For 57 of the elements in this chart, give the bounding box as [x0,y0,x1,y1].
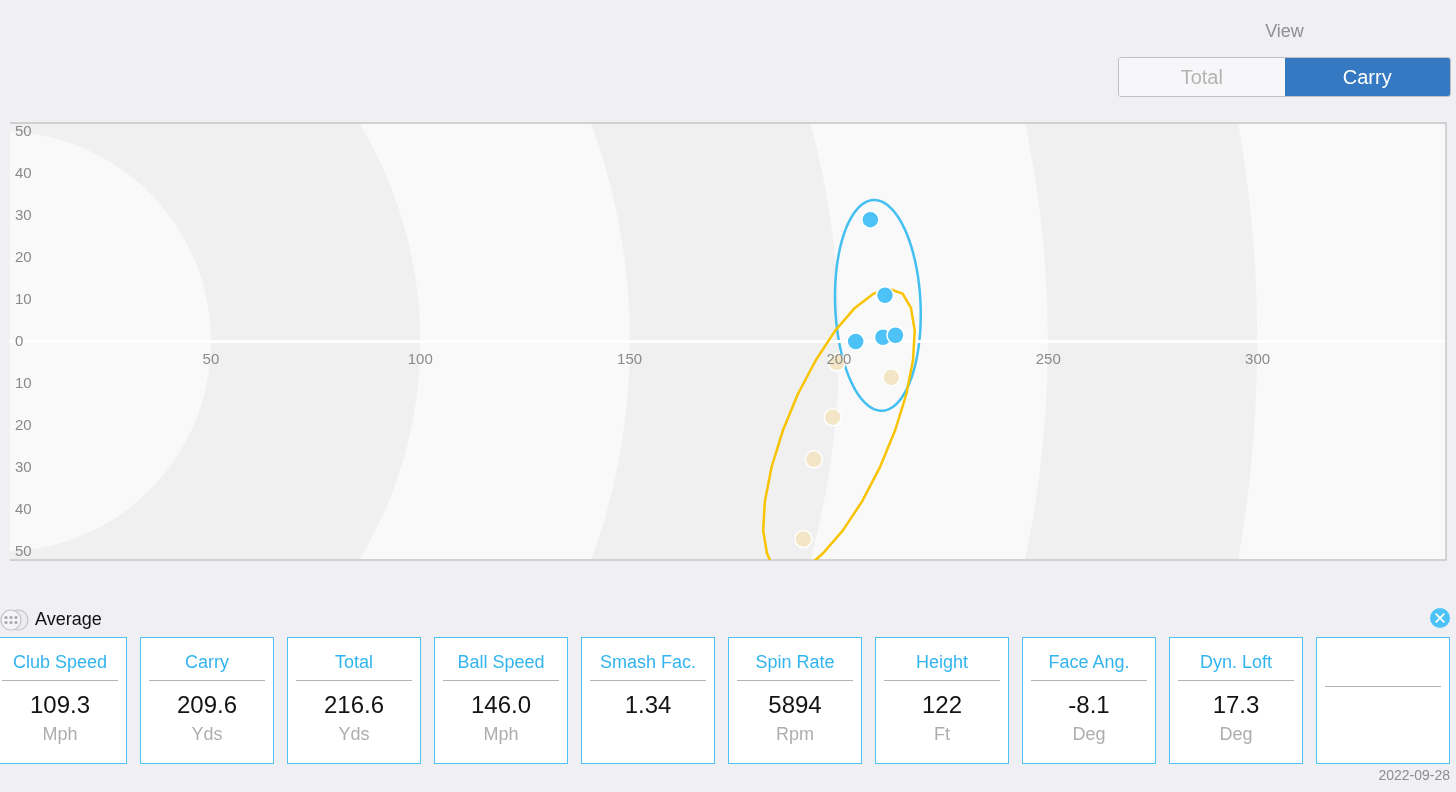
y-tick-label: 20 [15,415,32,433]
x-tick-label: 250 [1035,349,1061,367]
y-tick-label: 0 [15,331,24,349]
point [875,286,895,305]
data-label: -8.1 [1068,691,1110,718]
data-label: 1.34 [624,691,672,718]
text: Average [35,609,102,629]
y-tick-label: 50 [15,541,32,559]
stat-card: Carry 209.6 Yds [140,637,274,764]
point [886,325,905,345]
category-label: Smash Fac. [599,652,697,672]
x-tick-label: 300 [1245,349,1271,367]
x-tick-label: 200 [826,349,852,367]
category-label: Height [915,652,969,672]
stat-card: Club Speed 109.3 Mph [0,637,127,764]
data-label: 209.6 [176,691,238,718]
category-label: Spin Rate [755,652,835,672]
stat-card: Total 216.6 Yds [287,637,421,764]
y-tick-label: 10 [15,373,32,391]
category-label: Dyn. Loft [1199,652,1273,672]
x-tick-label: 50 [202,349,220,367]
point [861,210,880,229]
toggle-button: Carry [1284,58,1450,96]
category-label: Club Speed [12,652,108,672]
stat-card: Smash Fac. 1.34 [581,637,715,764]
category-label: Face Ang. [1048,652,1130,672]
stat-card: Height 122 Ft [875,637,1009,764]
y-tick-label: 40 [15,499,32,517]
x-tick-label: 150 [617,349,643,367]
category-label: Ball Speed [457,652,545,672]
data-label: 17.3 [1212,691,1260,718]
data-label: 5894 [768,691,822,718]
point [846,332,865,351]
data-label: 216.6 [323,691,385,718]
stat-card: Spin Rate 5894 Rpm [728,637,862,764]
y-tick-label: 50 [15,121,32,139]
y-tick-label: 30 [15,205,32,223]
data-label: 122 [921,691,963,718]
stat-card: Ball Speed 146.0 Mph [434,637,568,764]
toggle-button: Total [1119,58,1285,96]
category-label: Total [334,652,374,672]
text: View [1265,21,1304,41]
data-label: 146.0 [470,691,532,718]
stat-card: Dyn. Loft 17.3 Deg [1169,637,1303,764]
y-tick-label: 20 [15,247,32,265]
y-tick-label: 40 [15,163,32,181]
text: 2022-09-28 [1378,767,1450,783]
point [804,449,824,469]
point [882,367,901,387]
point [823,407,842,427]
y-tick-label: 10 [15,289,32,307]
x-tick-label: 100 [407,349,433,367]
category-label: Carry [185,652,229,672]
y-tick-label: 30 [15,457,32,475]
stat-card: Face Ang. -8.1 Deg [1022,637,1156,764]
point [794,529,813,549]
data-label: 109.3 [29,691,91,718]
